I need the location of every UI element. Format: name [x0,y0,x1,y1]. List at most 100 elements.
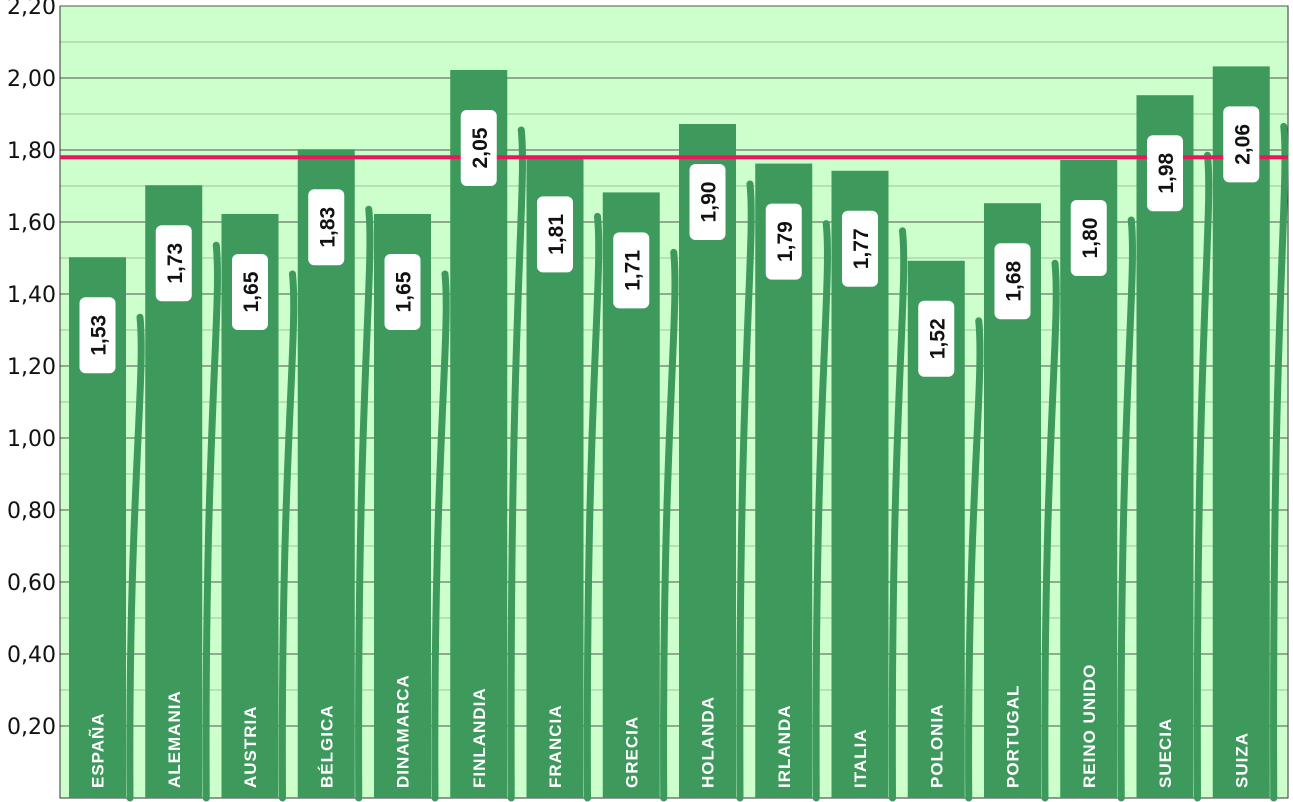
value-label: 1,73 [155,225,192,302]
value-label-box [384,254,421,330]
category-labels: ESPAÑA ALEMANIA AUSTRIA BÉLGICA DINAMARCA FIN… [88,664,1252,788]
bar [831,170,908,802]
value-label-text: 1,90 [698,182,721,223]
bar-tail [507,126,526,802]
value-label-text: 1,83 [316,207,339,248]
value-label-text: 1,65 [240,271,263,312]
bar-tail [355,205,374,802]
bar-tail [202,241,221,802]
value-label: 1,53 [79,297,116,374]
y-tick-label: 1,20 [7,355,56,380]
bar-tail [583,212,603,802]
value-label: 1,90 [689,164,726,240]
bar [1212,66,1289,802]
bar [1136,95,1213,802]
value-label-box [994,243,1031,320]
category-label: PORTUGAL [1004,685,1023,788]
value-label-text: 1,65 [393,271,416,312]
value-label-text: 1,81 [545,214,568,255]
bar-tail [431,270,450,802]
value-label-box [765,203,802,280]
y-tick-label: 0,40 [7,643,56,668]
value-label-box [460,110,497,186]
value-label-text: 1,80 [1079,218,1102,259]
value-label-text: 1,77 [850,228,873,269]
value-label: 1,52 [918,300,955,377]
value-label: 1,83 [308,189,345,266]
value-label: 1,81 [537,196,573,273]
bar [450,70,526,802]
category-label: SUIZA [1232,732,1251,788]
category-label: FRANCIA [546,705,565,789]
value-label: 2,06 [1223,106,1260,183]
value-label-box [155,225,192,302]
y-axis: 0,20 0,40 0,60 0,80 1,00 1,20 1,40 1,60 1,80 2,00… [7,0,61,798]
bar-tail [736,180,755,802]
value-label-text: 2,05 [469,127,492,168]
value-label: 1,68 [994,243,1031,320]
y-tick-label: 0,80 [7,499,56,524]
value-label: 1,98 [1147,135,1183,212]
value-label-box [1223,106,1260,183]
value-label-box [918,300,955,377]
category-label: FINLANDIA [470,687,489,788]
bar-tail [812,220,831,802]
category-label: AUSTRIA [241,705,260,788]
value-label-text: 1,98 [1155,152,1178,193]
value-labels: 1,53 1,73 1,65 1,83 1,65 2,05 1,81 1,71 1,90 1,79… [79,106,1260,377]
value-label: 1,65 [232,254,268,330]
value-label-box [613,232,650,309]
y-tick-label: 2,00 [7,67,56,92]
bar-body [1136,95,1194,798]
value-label-text: 1,52 [926,318,949,359]
y-tick-label: 0,60 [7,571,56,596]
category-label: ESPAÑA [88,712,108,788]
bar-tail [965,317,984,802]
bar-body [450,70,508,798]
value-label-box [232,254,268,330]
bar-tail [1117,216,1136,802]
category-label: POLONIA [927,704,946,788]
value-label-text: 1,68 [1003,260,1026,301]
category-label: REINO UNIDO [1080,664,1099,788]
value-label-text: 1,53 [88,315,111,356]
value-label-text: 1,79 [774,221,797,262]
value-label-text: 2,06 [1231,124,1254,165]
value-label: 1,80 [1070,200,1107,276]
bar-body [1212,66,1270,798]
category-label: HOLANDA [699,696,718,788]
value-label: 1,79 [765,203,802,280]
value-label: 2,05 [460,110,497,186]
category-label: DINAMARCA [394,674,413,788]
category-label: GRECIA [622,716,641,788]
y-tick-label: 0,20 [7,715,56,740]
bar-tail [1193,151,1213,802]
bar-tail [888,227,908,802]
category-label: SUECIA [1156,718,1175,788]
value-label: 1,77 [842,210,878,287]
value-label-box [79,297,116,374]
value-label-box [842,210,878,287]
bar-tail [1041,259,1060,802]
bar-tail [126,313,145,802]
bar-tail [278,270,298,802]
category-label: BÉLGICA [317,705,336,789]
value-label-box [537,196,573,273]
bar-tail [660,248,679,802]
bars [69,66,1289,802]
value-label-text: 1,73 [164,243,187,284]
y-tick-label: 1,00 [7,427,56,452]
y-tick-label: 1,40 [7,283,56,308]
y-tick-label: 2,20 [7,0,56,20]
value-label-text: 1,71 [621,250,644,291]
y-tick-label: 1,80 [7,139,56,164]
value-label: 1,71 [613,232,650,309]
y-tick-label: 1,60 [7,211,56,236]
value-label-box [308,189,345,266]
category-label: ALEMANIA [165,690,184,788]
value-label-box [1147,135,1183,212]
value-label: 1,65 [384,254,421,330]
category-label: IRLANDA [775,705,794,789]
value-label-box [1070,200,1107,276]
